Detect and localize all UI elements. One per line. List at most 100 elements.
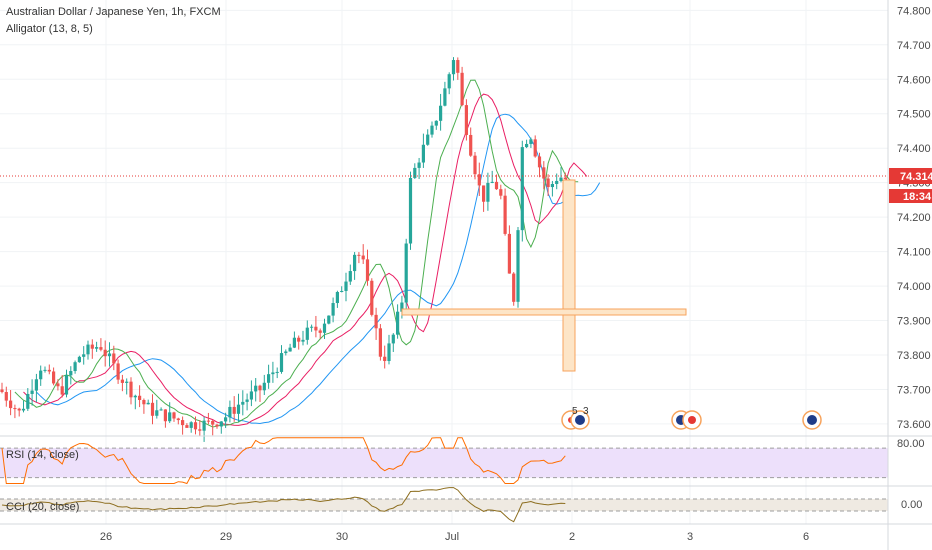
candle: [215, 423, 219, 429]
candle: [39, 365, 43, 386]
candle: [219, 421, 223, 434]
event-group-jul2[interactable]: [671, 410, 702, 430]
price-tick-label: 74.200: [897, 212, 931, 224]
horizontal-zone-box[interactable]: [401, 308, 687, 316]
candle: [477, 162, 481, 197]
candle: [224, 412, 228, 428]
candle: [314, 315, 318, 338]
candle: [17, 407, 21, 417]
event-group-jul6[interactable]: [802, 410, 822, 430]
candle-body: [486, 182, 490, 202]
candle-body: [525, 143, 529, 148]
cci-series: [1, 487, 566, 523]
candle-body: [34, 379, 38, 391]
candle: [318, 328, 322, 339]
candle: [292, 331, 296, 349]
candle-body: [370, 280, 374, 315]
candle-body: [99, 347, 103, 350]
candle-body: [129, 381, 133, 398]
annotation-drawings[interactable]: [401, 179, 687, 372]
candle-body: [482, 185, 486, 202]
candle-body: [181, 420, 185, 426]
candle: [77, 355, 81, 363]
rsi-band: [0, 448, 888, 478]
candle-body: [86, 344, 90, 355]
candle: [305, 320, 309, 345]
indicator-legend[interactable]: Alligator (13, 8, 5): [6, 23, 93, 35]
candle: [241, 390, 245, 416]
candle-body: [512, 273, 516, 302]
cci-band: [0, 499, 888, 511]
candle: [348, 264, 352, 285]
rsi-series: [1, 437, 566, 485]
candle: [211, 420, 215, 436]
candle: [138, 385, 142, 408]
candle-body: [305, 327, 309, 340]
event-group-jul1[interactable]: 5 3: [561, 406, 590, 430]
candle-body: [69, 371, 73, 376]
price-range-box[interactable]: [562, 179, 576, 372]
candle-body: [236, 404, 241, 414]
price-tag-bg: [889, 168, 932, 184]
economic-events[interactable]: 5 3: [561, 406, 822, 430]
rsi-axis-tick: 80.00: [897, 438, 925, 450]
event-count-badge: 5: [572, 406, 578, 417]
candle: [469, 127, 473, 157]
candle: [99, 338, 103, 352]
candle-body: [189, 422, 193, 428]
candle-body: [245, 399, 249, 402]
candle-body: [353, 254, 357, 272]
candle: [198, 420, 202, 437]
rsi-legend[interactable]: RSI (14, close): [6, 449, 79, 461]
candle: [344, 272, 348, 302]
candle: [13, 404, 17, 419]
candle: [353, 252, 357, 280]
candle: [370, 278, 374, 317]
candle: [249, 380, 253, 407]
candle: [546, 174, 550, 196]
candle: [245, 393, 249, 411]
candle-body: [451, 60, 456, 75]
candle: [56, 379, 60, 391]
cci-legend[interactable]: CCI (20, close): [6, 501, 79, 513]
candle-body: [469, 134, 473, 156]
candle: [439, 93, 443, 131]
time-tick-label: 2: [569, 531, 575, 543]
candle-body: [258, 385, 262, 391]
candle-body: [0, 389, 4, 393]
candle-body: [275, 371, 279, 373]
candle: [327, 315, 331, 325]
candle-body: [434, 120, 438, 126]
price-tick-label: 73.900: [897, 316, 931, 328]
candle: [537, 152, 542, 178]
candle-body: [267, 374, 271, 383]
candle-body: [559, 177, 563, 181]
candle-body: [550, 183, 554, 188]
candle: [228, 400, 232, 423]
main-pane[interactable]: [0, 0, 888, 436]
symbol-title[interactable]: Australian Dollar / Japanese Yen, 1h, FX…: [6, 6, 221, 18]
candle-body: [60, 386, 64, 395]
candle: [193, 416, 198, 435]
candle-body: [430, 125, 434, 135]
candle: [322, 318, 327, 339]
time-tick-label: 3: [687, 531, 693, 543]
candle-body: [219, 421, 223, 427]
rsi-pane[interactable]: RSI (14, close): [0, 437, 888, 485]
time-axis[interactable]: 26 29 30 Jul 2 3 6: [100, 531, 809, 543]
candle-body: [13, 408, 17, 410]
candle: [357, 252, 361, 264]
candle: [275, 367, 279, 379]
candle-body: [503, 195, 507, 234]
candle: [236, 393, 241, 423]
candle-body: [198, 429, 202, 431]
candle-body: [107, 353, 112, 357]
price-axis[interactable]: 74.80074.70074.60074.50074.40074.30074.2…: [897, 5, 931, 431]
candle-body: [378, 328, 382, 357]
candle-body: [146, 402, 150, 405]
candle: [82, 346, 86, 365]
candle-body: [271, 372, 275, 375]
candle-body: [73, 362, 77, 372]
cci-pane[interactable]: CCI (20, close): [0, 487, 888, 523]
